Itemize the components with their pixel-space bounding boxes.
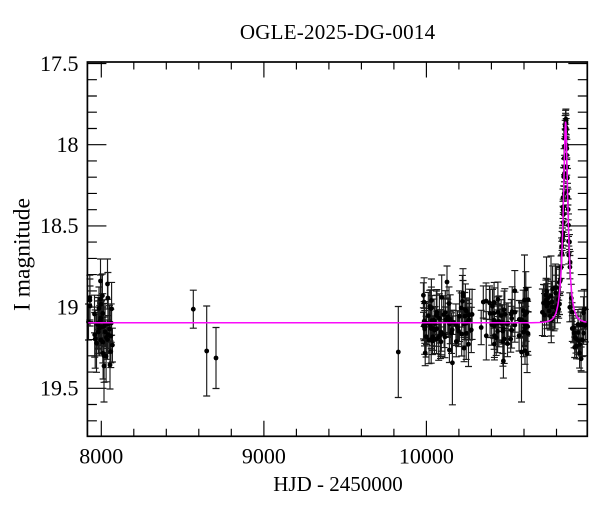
svg-text:19: 19 (57, 294, 79, 319)
svg-text:I magnitude: I magnitude (10, 198, 36, 311)
svg-text:18: 18 (57, 132, 79, 157)
svg-text:9000: 9000 (242, 443, 286, 468)
svg-text:19.5: 19.5 (40, 376, 79, 401)
svg-text:17.5: 17.5 (40, 51, 79, 76)
svg-text:OGLE-2025-DG-0014: OGLE-2025-DG-0014 (240, 20, 436, 44)
svg-text:HJD - 2450000: HJD - 2450000 (273, 472, 403, 496)
svg-text:10000: 10000 (399, 443, 454, 468)
svg-text:8000: 8000 (79, 443, 123, 468)
svg-text:18.5: 18.5 (40, 213, 79, 238)
